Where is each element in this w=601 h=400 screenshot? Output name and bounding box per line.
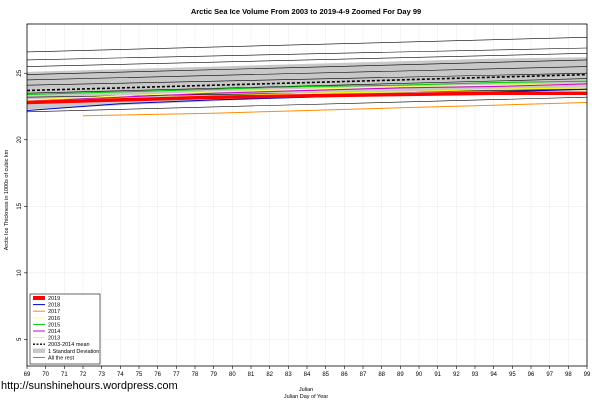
- other-year-line: [26, 78, 588, 94]
- x-tick-label: 87: [360, 372, 367, 378]
- series-line-2015: [26, 80, 588, 95]
- y-axis: 5 10 15 20 25: [17, 69, 27, 341]
- legend-label: 2014: [48, 329, 60, 335]
- x-tick-label: 72: [80, 372, 87, 378]
- y-tick-label: 25: [17, 69, 23, 76]
- x-tick-label: 83: [285, 372, 292, 378]
- x-tick-label: 74: [117, 372, 124, 378]
- series-line-2019: [26, 91, 587, 105]
- legend-label: 2018: [48, 303, 60, 309]
- x-tick-label: 93: [472, 372, 479, 378]
- x-tick-label: 70: [42, 372, 49, 378]
- y-tick-label: 10: [17, 269, 23, 276]
- legend-label: 2013: [48, 336, 60, 342]
- other-year-line: [26, 53, 588, 67]
- x-axis-sublabel: Julian Day of Year: [284, 394, 329, 400]
- legend-label: 1 Standard Deviation: [48, 349, 99, 355]
- y-axis-label: Arctic Ice Thickness in 1000s of cubic k…: [4, 149, 10, 250]
- x-tick-label: 88: [378, 372, 385, 378]
- x-tick-label: 85: [322, 372, 329, 378]
- x-tick-label: 80: [229, 372, 236, 378]
- other-year-line: [26, 96, 588, 113]
- x-tick-label: 73: [98, 372, 105, 378]
- other-year-line: [26, 59, 588, 75]
- x-tick-label: 84: [304, 372, 311, 378]
- watermark-url: http://sunshinehours.wordpress.com: [1, 380, 178, 392]
- legend-label: All the rest: [48, 355, 74, 361]
- y-tick-label: 20: [17, 136, 23, 143]
- legend-label: 2017: [48, 309, 60, 315]
- x-tick-label: 75: [136, 372, 143, 378]
- y-tick-label: 5: [17, 337, 23, 341]
- x-tick-label: 76: [154, 372, 161, 378]
- x-tick-label: 86: [341, 372, 348, 378]
- series-line-2016: [26, 83, 588, 101]
- series-line-2014: [26, 83, 588, 102]
- x-tick-label: 78: [192, 372, 199, 378]
- x-tick-label: 90: [416, 372, 423, 378]
- x-axis: 69 70 71 72 73 74 75 76 77 78 79 80 81 82 83 84 85 86 87 88…: [24, 366, 591, 378]
- other-year-line: [26, 66, 588, 81]
- x-tick-label: 92: [453, 372, 460, 378]
- chart-title: Arctic Sea Ice Volume From 2003 to 2019-…: [191, 7, 421, 16]
- other-year-line: [26, 72, 588, 86]
- legend-label: 2015: [48, 322, 60, 328]
- legend-label: 2019: [48, 296, 60, 302]
- x-tick-label: 98: [565, 372, 572, 378]
- x-tick-label: 79: [210, 372, 217, 378]
- x-tick-label: 89: [397, 372, 404, 378]
- legend-label: 2016: [48, 316, 60, 322]
- x-tick-label: 71: [61, 372, 68, 378]
- x-tick-label: 77: [173, 372, 180, 378]
- x-tick-label: 99: [584, 372, 591, 378]
- x-tick-label: 82: [266, 372, 273, 378]
- y-tick-label: 15: [17, 202, 23, 209]
- x-tick-label: 97: [546, 372, 553, 378]
- x-tick-label: 69: [24, 372, 31, 378]
- series-line-2003-2014-mean: [26, 73, 588, 92]
- other-year-line: [26, 47, 588, 61]
- x-tick-label: 81: [248, 372, 255, 378]
- x-tick-label: 91: [434, 372, 441, 378]
- series-lines: [26, 73, 588, 117]
- x-tick-label: 96: [528, 372, 535, 378]
- legend-label: 2003-2014 mean: [48, 342, 90, 348]
- x-tick-label: 94: [490, 372, 497, 378]
- other-year-line: [26, 37, 588, 53]
- x-axis-label: Julian: [299, 387, 313, 393]
- series-line-2017: [82, 102, 588, 117]
- x-tick-label: 95: [509, 372, 516, 378]
